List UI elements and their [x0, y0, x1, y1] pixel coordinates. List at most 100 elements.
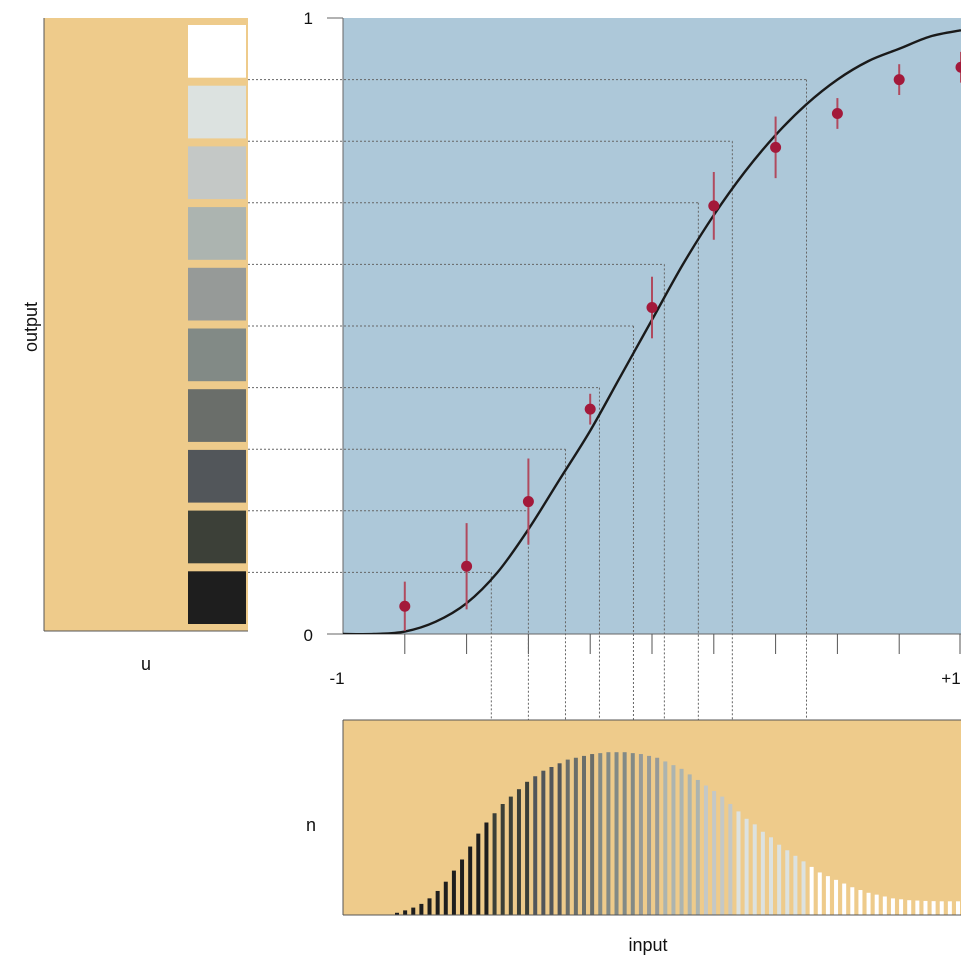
histogram-bar-2 — [411, 907, 416, 915]
histogram-bar-15 — [516, 789, 521, 915]
histogram-bar-12 — [492, 813, 497, 915]
data-point-6 — [770, 141, 782, 153]
swatch-level-10 — [188, 25, 246, 78]
histogram-bar-23 — [582, 755, 586, 915]
histogram-bar-21 — [565, 759, 570, 915]
histogram-bar-26 — [606, 752, 611, 915]
histogram-bar-9 — [468, 846, 473, 915]
y-axis-title: output — [21, 302, 41, 352]
histogram-bar-65 — [923, 900, 928, 915]
histogram-bar-48 — [785, 850, 790, 915]
histogram-bar-62 — [899, 899, 904, 915]
histogram-bar-27 — [614, 752, 619, 915]
histogram-bar-52 — [817, 872, 822, 915]
y-tick-label-0: 0 — [304, 626, 313, 645]
x-tick-label-max: +1 — [941, 669, 960, 688]
histogram-bar-36 — [687, 774, 692, 915]
swatch-level-7 — [188, 207, 246, 260]
measured-points — [399, 51, 961, 631]
histogram-bar-61 — [890, 898, 895, 915]
histogram-bar-63 — [907, 900, 912, 915]
histogram-bar-4 — [427, 898, 432, 915]
histogram-bar-20 — [557, 763, 562, 915]
histogram-bar-22 — [573, 757, 578, 915]
histogram-bar-51 — [809, 866, 814, 915]
histogram-bar-50 — [801, 861, 806, 915]
histogram-bar-41 — [728, 804, 733, 915]
data-point-3 — [584, 403, 596, 415]
data-point-7 — [831, 107, 843, 119]
histogram-bar-1 — [403, 910, 408, 915]
histogram-bar-16 — [525, 781, 530, 915]
histogram-bar-35 — [679, 768, 684, 915]
data-point-1 — [461, 560, 473, 572]
histogram-bar-60 — [882, 896, 887, 915]
swatch-level-2 — [188, 510, 246, 564]
histogram-bar-17 — [533, 776, 538, 915]
histogram-bar-8 — [460, 859, 465, 915]
histogram-bar-54 — [834, 879, 839, 915]
histogram-bar-39 — [712, 791, 717, 915]
histogram-bar-6 — [443, 881, 448, 915]
histogram-bar-42 — [736, 811, 741, 915]
histogram-bar-40 — [720, 796, 725, 915]
data-point-9 — [955, 61, 961, 73]
histogram-bar-13 — [500, 804, 505, 915]
histogram-bar-25 — [598, 753, 603, 915]
data-point-8 — [893, 74, 905, 86]
bottom-y-axis-title: n — [306, 815, 316, 835]
histogram-bar-64 — [915, 900, 920, 915]
histogram-bar-46 — [769, 837, 773, 915]
histogram-bar-44 — [752, 824, 757, 915]
histogram-bar-67 — [939, 901, 944, 915]
histogram-bar-14 — [508, 796, 513, 915]
histogram-bar-28 — [622, 752, 627, 915]
histogram-bar-37 — [695, 779, 700, 915]
histogram-bar-47 — [777, 844, 782, 915]
histogram-bar-59 — [874, 894, 879, 915]
histogram-bar-32 — [655, 757, 660, 915]
swatch-level-6 — [188, 267, 246, 321]
histogram-bar-10 — [476, 833, 481, 915]
histogram-bar-24 — [590, 754, 595, 915]
left-panel-label: n — [141, 656, 151, 676]
bottom-panel-bg — [343, 720, 961, 915]
histogram-bar-58 — [866, 892, 871, 915]
histogram-bar-3 — [419, 903, 424, 915]
histogram-bar-33 — [663, 761, 668, 915]
histogram-bar-11 — [484, 822, 489, 915]
swatch-level-1 — [188, 571, 246, 624]
histogram-bar-69 — [956, 901, 960, 915]
swatch-level-9 — [188, 85, 246, 139]
x-tick-label-min: -1 — [329, 669, 344, 688]
input-histogram-bars — [395, 752, 960, 915]
x-axis-title: input — [628, 935, 667, 955]
data-point-4 — [646, 302, 658, 314]
histogram-bar-19 — [549, 767, 554, 915]
histogram-bar-30 — [638, 754, 643, 915]
histogram-bar-56 — [850, 887, 855, 915]
histogram-bar-49 — [793, 855, 798, 915]
x-axis-ticks — [404, 634, 961, 654]
data-point-2 — [522, 496, 534, 508]
histogram-bar-57 — [858, 890, 863, 915]
data-point-0 — [399, 600, 411, 612]
histogram-bar-45 — [760, 831, 765, 915]
histogram-bar-68 — [947, 901, 952, 915]
histogram-bar-0 — [395, 912, 399, 915]
histogram-bar-18 — [541, 770, 546, 915]
histogram-bar-55 — [842, 883, 847, 915]
swatch-level-3 — [188, 449, 246, 503]
swatch-level-5 — [188, 328, 246, 382]
swatch-level-8 — [188, 146, 246, 200]
histogram-bar-34 — [671, 765, 676, 915]
histogram-bar-29 — [630, 753, 635, 915]
histogram-bar-38 — [703, 785, 708, 915]
y-tick-label-1: 1 — [304, 9, 313, 28]
swatch-level-4 — [188, 389, 246, 442]
data-point-5 — [708, 200, 720, 212]
output-level-swatches — [188, 25, 246, 624]
histogram-bar-53 — [825, 876, 830, 915]
histogram-bar-5 — [435, 890, 440, 915]
